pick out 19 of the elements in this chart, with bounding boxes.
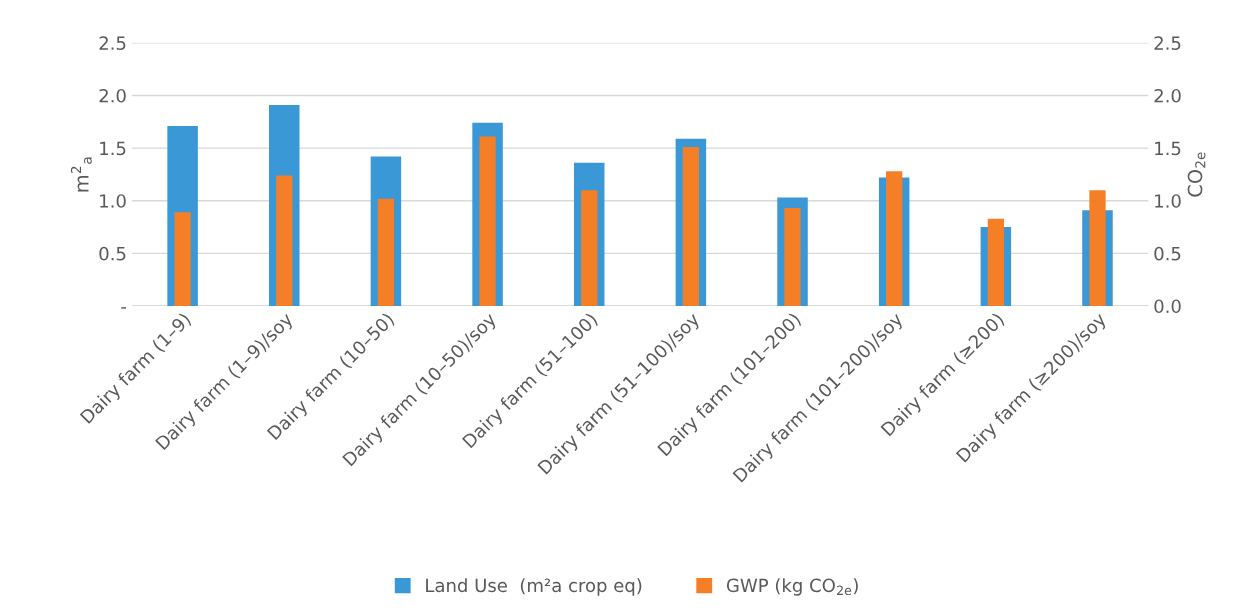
y2-tick-label: 2.5: [1154, 36, 1181, 50]
bar: [276, 175, 293, 306]
y-tick-label: 0.5: [99, 246, 126, 261]
legend-label: GWP (kg CO$_{2e}$): [726, 578, 858, 596]
y2-tick-label: 0.0: [1154, 299, 1181, 314]
y-axis-title: m$^{2}$$_{a}$: [70, 157, 92, 192]
y-tick-label: 1.0: [100, 194, 126, 208]
y-tick-label: 1.5: [100, 141, 126, 156]
y2-axis-title: CO$_{2e}$: [1187, 152, 1206, 197]
y-tick-label: 2.0: [99, 88, 126, 103]
y2-tick-label: 1.0: [1155, 194, 1181, 208]
y-tick-label: 2.5: [99, 36, 126, 50]
bar: [174, 212, 191, 306]
legend-label: Land Use (m²a crop eq): [426, 578, 642, 596]
y-tick-label: -: [121, 307, 127, 309]
y2-tick-label: 0.5: [1154, 246, 1181, 261]
y2-tick-label: 2.0: [1154, 88, 1181, 103]
bar: [377, 198, 395, 306]
y2-tick-label: 1.5: [1155, 141, 1181, 156]
